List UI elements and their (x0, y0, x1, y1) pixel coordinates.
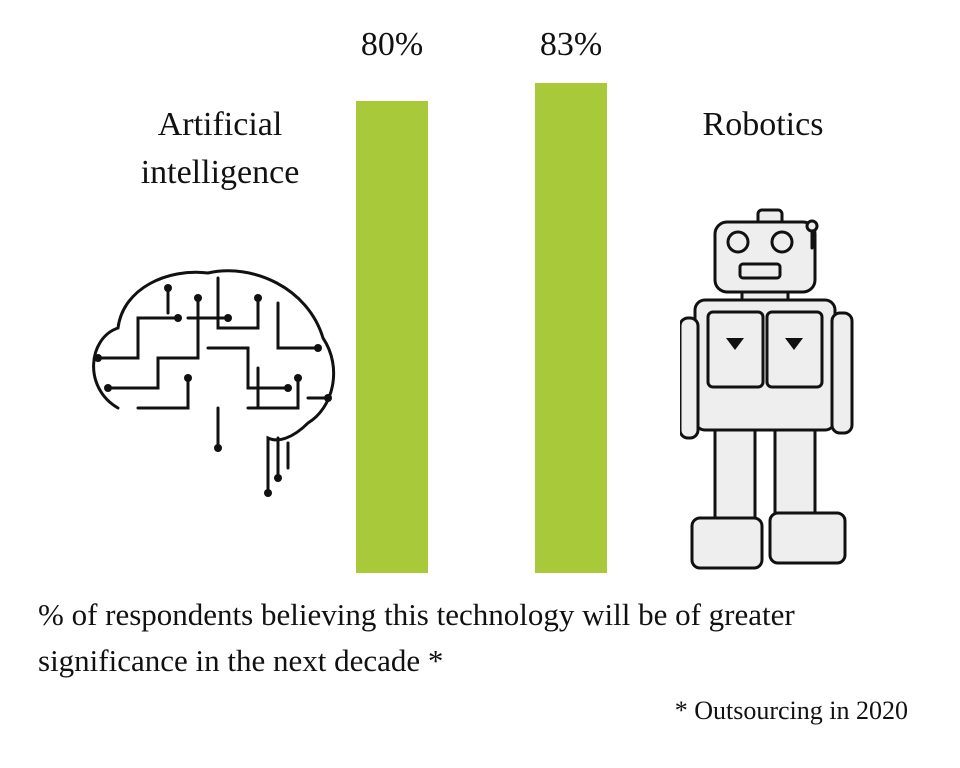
caption: % of respondents believing this technolo… (38, 597, 795, 678)
bar (356, 101, 428, 573)
value-label: 83% (539, 26, 603, 63)
footnote: * Outsourcing in 2020 (674, 696, 908, 725)
brain-illustration (92, 269, 336, 497)
category-label: Artificial intelligence (140, 106, 300, 191)
category-label: Robotics (702, 106, 824, 143)
bar (535, 83, 607, 573)
value-label: 80% (360, 26, 424, 63)
robot-illustration (680, 208, 854, 570)
